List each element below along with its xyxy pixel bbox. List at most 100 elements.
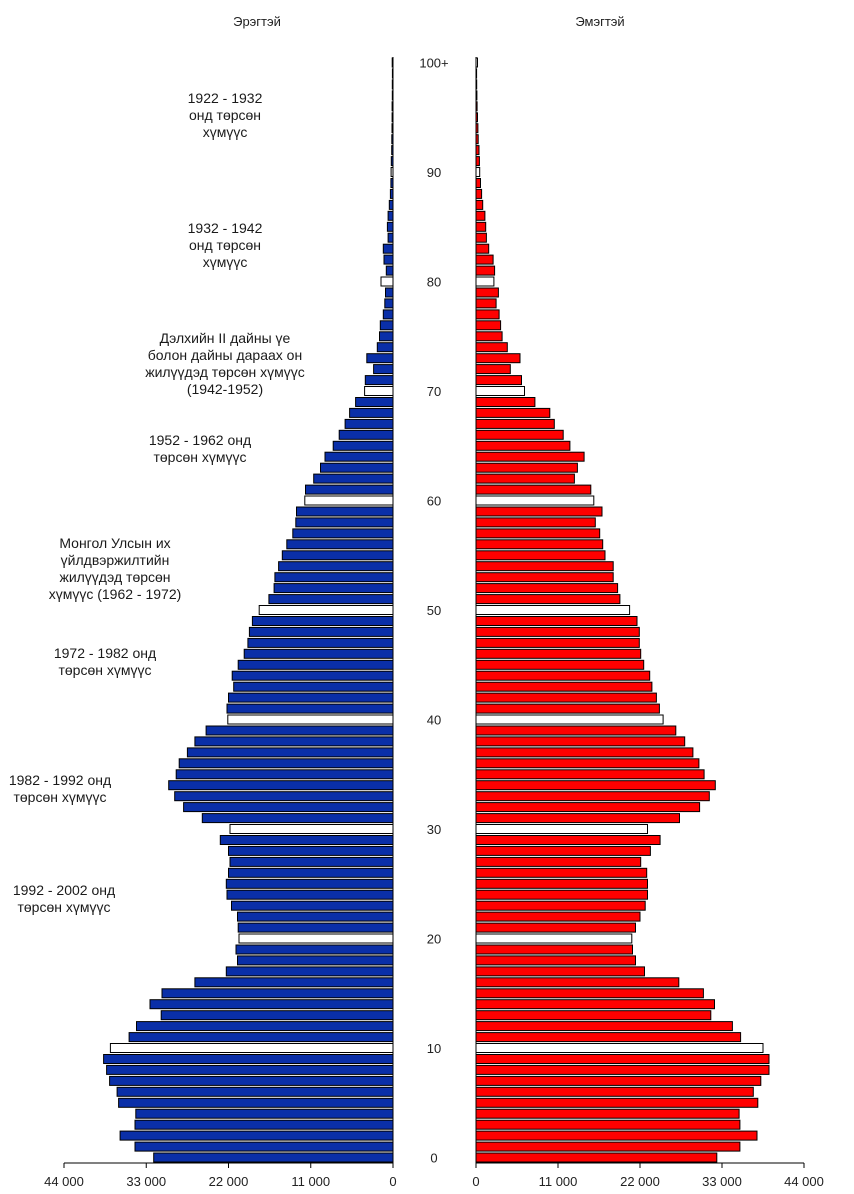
male-bar-age-49 xyxy=(251,616,394,626)
female-bar-age-89 xyxy=(475,178,481,188)
male-bar-age-37 xyxy=(186,747,394,758)
male-panel-title: Эрэгтэй xyxy=(233,14,281,29)
female-bar-age-42 xyxy=(475,692,657,703)
annotation-line: (1942-1952) xyxy=(186,381,264,397)
female-bar-age-25 xyxy=(475,878,648,889)
female-bar-age-1 xyxy=(475,1141,741,1152)
cohort-annotation-1962-1972: Монгол Улсын их үйлдвэржилтийн жилүүдэд … xyxy=(25,535,205,603)
female-bar-age-86 xyxy=(475,210,486,221)
female-bar-age-50 xyxy=(475,605,631,615)
female-bar-age-48 xyxy=(475,626,640,637)
male-bar-age-80 xyxy=(380,276,394,287)
female-bar-age-62 xyxy=(475,473,575,484)
cohort-annotation-1922-1932: 1922 - 1932 онд төрсөн хүмүүс xyxy=(145,90,305,141)
female-bar-age-91 xyxy=(475,156,480,167)
annotation-line: 1952 - 1962 онд xyxy=(148,432,252,448)
female-bar-age-41 xyxy=(475,703,660,714)
female-bar-age-77 xyxy=(475,309,500,320)
female-bar-age-17 xyxy=(475,966,645,977)
male-bar-age-29 xyxy=(219,835,394,845)
female-bar-age-29 xyxy=(475,835,661,845)
female-bar-age-8 xyxy=(475,1064,770,1075)
annotation-line: 1932 - 1942 xyxy=(187,220,263,236)
female-bar-age-36 xyxy=(475,758,700,769)
male-bar-age-68 xyxy=(349,407,394,418)
female-bar-age-88 xyxy=(475,188,483,199)
male-bar-age-10 xyxy=(109,1043,394,1053)
male-bar-age-12 xyxy=(136,1021,394,1032)
male-bar-age-32 xyxy=(183,802,394,813)
female-bar-age-56 xyxy=(475,539,604,550)
female-bar-age-22 xyxy=(475,911,641,922)
male-bar-age-54 xyxy=(278,561,394,572)
female-bar-age-43 xyxy=(475,681,653,692)
annotation-line: болон дайны дараах он xyxy=(147,347,303,363)
male-bar-age-0 xyxy=(153,1152,394,1163)
annotation-line: 1972 - 1982 онд xyxy=(53,645,157,661)
female-bar-age-74 xyxy=(475,342,508,353)
female-bar-age-40 xyxy=(475,714,664,725)
male-bar-age-57 xyxy=(292,528,394,539)
female-bar-age-70 xyxy=(475,386,525,396)
female-bar-age-34 xyxy=(475,780,716,791)
annotation-line: үйлдвэржилтийн xyxy=(60,552,170,568)
female-bar-age-53 xyxy=(475,572,614,583)
annotation-line: 1982 - 1992 онд xyxy=(8,772,112,788)
age-tick-label: 60 xyxy=(427,494,441,509)
female-bar-age-35 xyxy=(475,769,705,780)
male-bar-age-16 xyxy=(194,977,394,988)
age-tick-label: 70 xyxy=(427,384,441,399)
age-tick-label: 0 xyxy=(430,1151,437,1166)
female-bar-age-39 xyxy=(475,725,677,736)
male-bar-age-46 xyxy=(243,648,394,659)
cohort-annotation-1982-1992: 1982 - 1992 онд төрсөн хүмүүс xyxy=(0,772,120,806)
female-bar-age-49 xyxy=(475,616,638,626)
female-bar-age-59 xyxy=(475,506,603,517)
male-bar-age-20 xyxy=(238,933,394,944)
female-bar-age-57 xyxy=(475,528,601,539)
female-bar-age-82 xyxy=(475,254,494,265)
cohort-annotation-1952-1962: 1952 - 1962 онд төрсөн хүмүүс xyxy=(120,432,280,466)
male-bar-age-41 xyxy=(226,703,394,714)
male-bar-age-84 xyxy=(387,232,394,243)
annotation-line: 1922 - 1932 xyxy=(187,90,263,106)
female-x-tick-label: 44 000 xyxy=(784,1174,824,1189)
male-bar-age-72 xyxy=(373,364,394,375)
female-bar-age-11 xyxy=(475,1032,742,1043)
annotation-line: хүмүүс xyxy=(202,124,248,140)
female-bar-age-60 xyxy=(475,495,595,506)
female-bar-age-69 xyxy=(475,397,536,407)
male-x-tick-label: 22 000 xyxy=(209,1174,249,1189)
female-bar-age-75 xyxy=(475,331,503,342)
female-bar-age-12 xyxy=(475,1021,733,1032)
female-bar-age-58 xyxy=(475,517,596,528)
male-bar-age-62 xyxy=(313,473,394,484)
age-tick-label: 50 xyxy=(427,603,441,618)
female-bar-age-79 xyxy=(475,287,499,298)
male-bar-age-79 xyxy=(385,287,394,298)
male-x-tick-label: 44 000 xyxy=(44,1174,84,1189)
female-bar-age-67 xyxy=(475,418,555,429)
male-bar-age-15 xyxy=(161,988,394,999)
annotation-line: 1992 - 2002 онд xyxy=(12,882,116,898)
cohort-annotation-1992-2002: 1992 - 2002 онд төрсөн хүмүүс xyxy=(4,882,124,916)
male-x-tick-label: 0 xyxy=(389,1174,396,1189)
cohort-annotation-1972-1982: 1972 - 1982 онд төрсөн хүмүүс xyxy=(25,645,185,679)
female-bar-age-80 xyxy=(475,276,495,287)
male-bar-age-69 xyxy=(355,397,394,407)
male-bar-age-24 xyxy=(226,889,394,900)
female-bar-age-68 xyxy=(475,407,551,418)
male-bar-age-51 xyxy=(268,594,394,605)
male-bar-age-28 xyxy=(228,845,394,856)
male-bar-age-30 xyxy=(229,824,394,834)
male-bar-age-13 xyxy=(160,1010,394,1021)
female-bar-age-30 xyxy=(475,824,648,834)
male-bar-age-14 xyxy=(149,999,394,1010)
male-x-tick-label: 33 000 xyxy=(126,1174,166,1189)
age-tick-label: 40 xyxy=(427,713,441,728)
annotation-line: төрсөн хүмүүс xyxy=(17,899,111,915)
female-bar-age-23 xyxy=(475,900,646,911)
male-bar-age-17 xyxy=(225,966,394,977)
female-bar-age-72 xyxy=(475,364,511,375)
female-bar-age-24 xyxy=(475,889,648,900)
